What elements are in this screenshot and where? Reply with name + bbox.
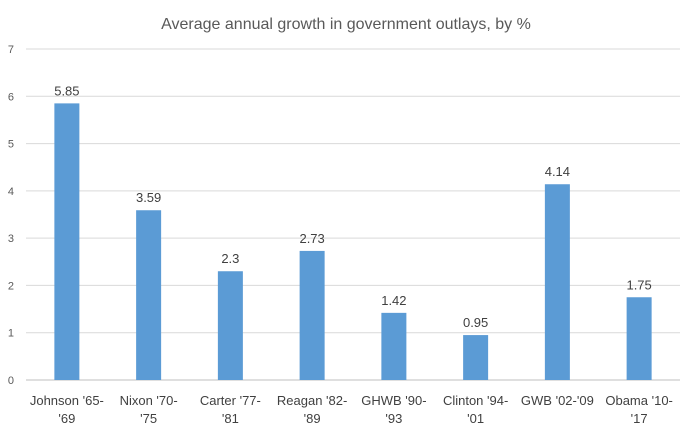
data-label: 1.75 bbox=[626, 277, 651, 292]
y-tick-label: 3 bbox=[8, 233, 14, 245]
bar bbox=[54, 103, 80, 380]
x-tick-label: Johnson '65-'69 bbox=[30, 393, 104, 426]
data-label: 2.73 bbox=[299, 231, 324, 246]
bars bbox=[54, 103, 652, 380]
y-tick-label: 0 bbox=[8, 375, 14, 387]
data-label: 5.85 bbox=[54, 83, 79, 98]
bar bbox=[626, 297, 652, 380]
data-label: 1.42 bbox=[381, 293, 406, 308]
x-tick-label: Obama '10-'17 bbox=[605, 393, 673, 426]
x-axis-ticks: Johnson '65-'69 Nixon '70-'75 Carter '77-'… bbox=[30, 393, 673, 426]
y-tick-label: 6 bbox=[8, 91, 14, 103]
gridlines bbox=[26, 48, 680, 381]
bar bbox=[544, 184, 570, 380]
y-tick-label: 4 bbox=[8, 186, 14, 198]
x-tick-label: Reagan '82-'89 bbox=[277, 393, 347, 426]
data-label: 3.59 bbox=[136, 190, 161, 205]
y-tick-label: 2 bbox=[8, 280, 14, 292]
chart-title: Average annual growth in government outl… bbox=[161, 16, 531, 33]
x-tick-label: Clinton '94-'01 bbox=[443, 393, 508, 426]
data-label: 0.95 bbox=[463, 315, 488, 330]
y-tick-label: 5 bbox=[8, 139, 14, 151]
bar bbox=[136, 210, 162, 380]
x-tick-label: GHWB '90-'93 bbox=[361, 393, 426, 426]
bar bbox=[217, 271, 243, 380]
x-tick-label: Nixon '70-'75 bbox=[120, 393, 178, 426]
y-axis-ticks: 0 1 2 3 4 5 6 7 bbox=[8, 44, 14, 387]
data-label: 4.14 bbox=[545, 164, 570, 179]
bar bbox=[299, 250, 325, 380]
x-tick-label: Carter '77-'81 bbox=[200, 393, 261, 426]
y-tick-label: 1 bbox=[8, 328, 14, 340]
y-tick-label: 7 bbox=[8, 44, 14, 56]
bar bbox=[381, 312, 407, 380]
x-tick-label: GWB '02-'09 bbox=[521, 393, 594, 408]
data-labels: 5.85 3.59 2.3 2.73 1.42 0.95 4.14 1.75 bbox=[54, 83, 652, 330]
data-label: 2.3 bbox=[221, 251, 239, 266]
bar bbox=[463, 335, 489, 380]
